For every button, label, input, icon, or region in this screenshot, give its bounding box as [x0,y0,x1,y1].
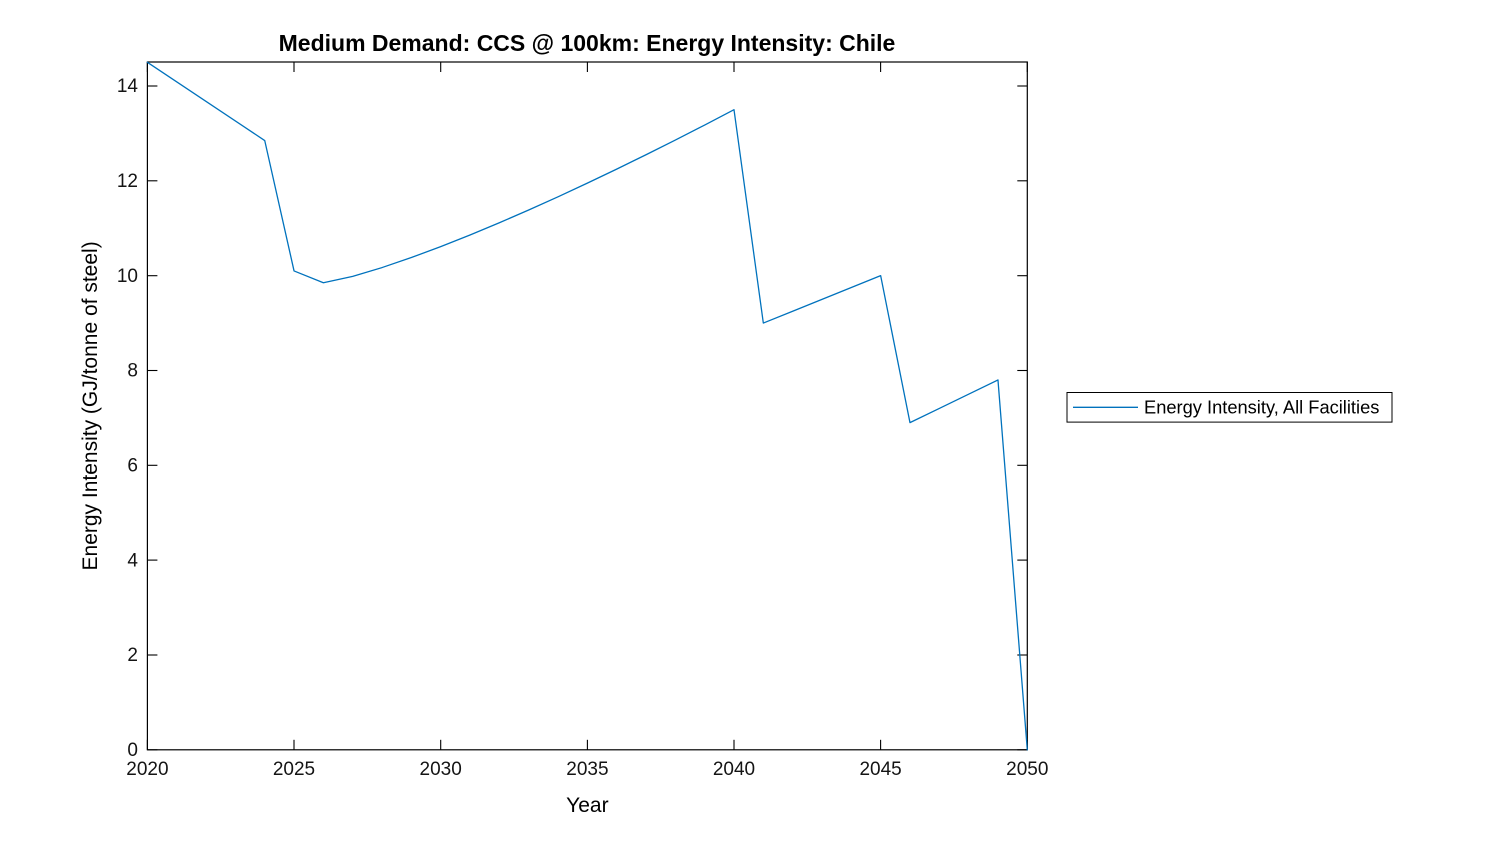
svg-text:0: 0 [127,740,138,761]
svg-text:8: 8 [127,361,138,382]
svg-text:2035: 2035 [566,759,608,780]
svg-text:2040: 2040 [713,759,755,780]
svg-text:Year: Year [566,794,608,817]
svg-text:4: 4 [127,550,138,571]
svg-text:10: 10 [117,266,138,287]
svg-text:2030: 2030 [420,759,462,780]
svg-text:Energy Intensity (GJ/tonne of: Energy Intensity (GJ/tonne of steel) [79,241,102,570]
svg-text:12: 12 [117,171,138,192]
svg-text:2: 2 [127,645,138,666]
svg-text:6: 6 [127,456,138,477]
svg-text:2045: 2045 [859,759,901,780]
svg-text:2050: 2050 [1006,759,1048,780]
svg-text:2025: 2025 [273,759,315,780]
svg-text:14: 14 [117,76,139,97]
svg-text:Energy Intensity, All Faciliti: Energy Intensity, All Facilities [1144,397,1379,418]
svg-text:2020: 2020 [126,759,168,780]
